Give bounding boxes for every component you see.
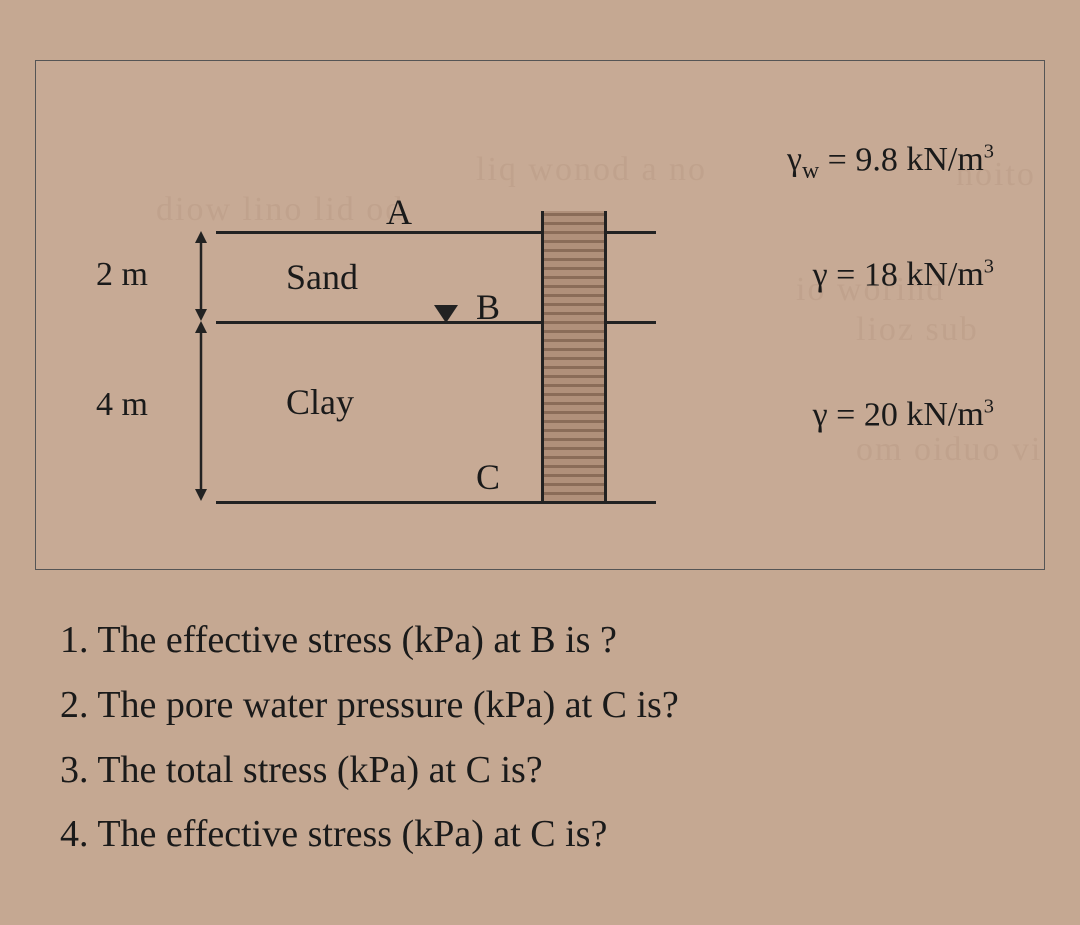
question-3: 3. The total stress (kPa) at C is? bbox=[60, 740, 1020, 801]
clay-bottom-line bbox=[216, 501, 656, 504]
soil-cross-section: A B C Sand Clay 2 m bbox=[96, 231, 656, 501]
gamma-symbol: γ bbox=[813, 256, 828, 293]
clay-unit-weight: γ = 20 kN/m3 bbox=[813, 396, 994, 434]
gamma-symbol: γ bbox=[813, 396, 828, 433]
ghost-text: diow lino lid od bbox=[156, 191, 404, 229]
question-list: 1. The effective stress (kPa) at B is ? … bbox=[60, 610, 1020, 865]
gamma-value: 20 bbox=[864, 396, 898, 433]
sand-layer-label: Sand bbox=[286, 256, 358, 298]
question-2: 2. The pore water pressure (kPa) at C is… bbox=[60, 675, 1020, 736]
soil-diagram-frame: liq wonod a no diow lino lid od io worin… bbox=[35, 60, 1045, 570]
gamma-w-symbol: γw bbox=[787, 141, 819, 178]
gamma-w-value: 9.8 bbox=[855, 141, 898, 178]
dimension-label-4m: 4 m bbox=[96, 386, 148, 424]
ghost-text: liq wonod a no bbox=[476, 151, 707, 189]
hatched-column bbox=[541, 211, 607, 501]
ghost-text: lioz sub bbox=[856, 311, 979, 349]
sand-unit-weight: γ = 18 kN/m3 bbox=[813, 256, 994, 294]
dimension-label-2m: 2 m bbox=[96, 256, 148, 294]
gamma-w-unit: kN/m3 bbox=[906, 141, 994, 178]
question-1: 1. The effective stress (kPa) at B is ? bbox=[60, 610, 1020, 671]
point-C-label: C bbox=[476, 456, 500, 498]
dimension-arrow-4m bbox=[186, 321, 216, 501]
clay-layer-label: Clay bbox=[286, 381, 354, 423]
water-unit-weight: γw = 9.8 kN/m3 bbox=[787, 141, 994, 185]
gamma-value: 18 bbox=[864, 256, 898, 293]
point-B-label: B bbox=[476, 286, 500, 328]
gamma-unit: kN/m3 bbox=[906, 256, 994, 293]
dimension-arrow-2m bbox=[186, 231, 216, 321]
page-root: liq wonod a no diow lino lid od io worin… bbox=[0, 0, 1080, 925]
point-A-label: A bbox=[386, 191, 412, 233]
question-4: 4. The effective stress (kPa) at C is? bbox=[60, 804, 1020, 865]
gamma-unit: kN/m3 bbox=[906, 396, 994, 433]
ghost-text: om oiduo vi bbox=[856, 431, 1042, 469]
water-table-marker-icon bbox=[426, 301, 466, 327]
